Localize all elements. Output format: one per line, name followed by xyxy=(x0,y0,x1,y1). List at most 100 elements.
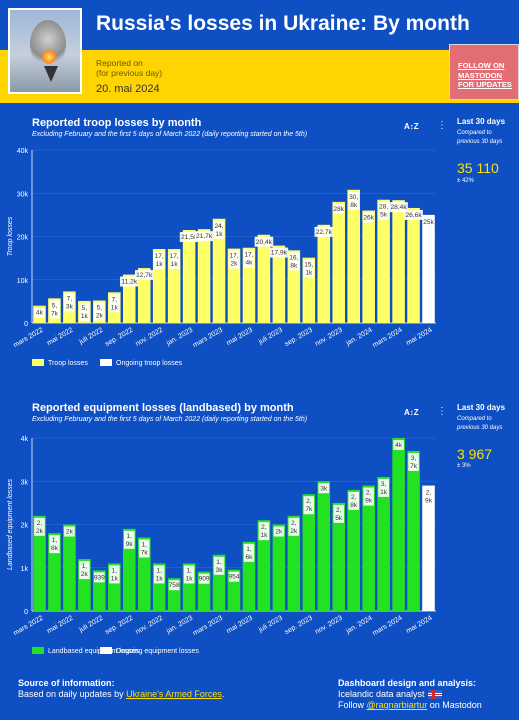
equipment-x-tick: nov. 2022 xyxy=(135,615,165,636)
equipment-x-tick: juli 2023 xyxy=(257,615,284,635)
equipment-bar[interactable] xyxy=(392,438,405,611)
equipment-bar[interactable] xyxy=(63,524,76,612)
troop-x-tick: mai 2022 xyxy=(46,327,75,348)
equipment-bar[interactable] xyxy=(122,528,136,611)
troop-bar[interactable] xyxy=(272,245,286,323)
source-link[interactable]: Ukraine's Armed Forces xyxy=(126,689,222,699)
troop-bar[interactable] xyxy=(362,210,375,323)
troop-chart-subtitle: Excluding February and the first 5 days … xyxy=(32,131,308,138)
equipment-x-tick: sep. 2022 xyxy=(104,615,134,636)
equipment-bar[interactable] xyxy=(407,450,420,611)
troop-bar[interactable] xyxy=(317,224,331,323)
equipment-data-label: 1, 2k xyxy=(81,563,89,578)
troop-data-label: 16, 8k xyxy=(289,254,298,269)
troop-data-label: 28,4k xyxy=(391,204,408,211)
troop-y-tick: 10k xyxy=(17,278,29,285)
equipment-bar[interactable] xyxy=(272,524,286,612)
equipment-data-label: 1, 8k xyxy=(51,537,59,552)
troop-data-label-bg xyxy=(333,203,345,214)
troop-x-tick: mars 2023 xyxy=(192,327,224,350)
burning-aircraft-photo xyxy=(8,8,82,94)
equipment-data-label: 4k xyxy=(395,442,403,449)
follow-text: Follow xyxy=(338,700,365,710)
mastodon-handle-link[interactable]: @ragnarbiartur xyxy=(366,700,428,710)
troop-side-change: ± 42% xyxy=(457,178,474,184)
equipment-bar[interactable] xyxy=(362,485,375,611)
troop-y-tick: 0 xyxy=(24,321,28,328)
equipment-bar[interactable] xyxy=(33,515,46,611)
equipment-data-label-bg xyxy=(333,504,345,523)
troop-data-label-bg xyxy=(194,231,214,242)
troop-bar[interactable] xyxy=(332,201,346,323)
sort-az-icon[interactable]: A↕Z xyxy=(404,408,419,417)
more-options-icon[interactable]: ⋮ xyxy=(437,120,447,131)
troop-data-label-bg xyxy=(213,220,225,239)
troop-bar[interactable] xyxy=(212,218,226,323)
equipment-y-label: Landbased equipment losses xyxy=(7,478,14,570)
equipment-legend-label: Ongoing equipment losses xyxy=(116,648,199,655)
troop-x-tick: sep. 2022 xyxy=(104,327,134,348)
equipment-y-tick: 0 xyxy=(24,609,28,616)
troop-data-label-bg xyxy=(423,216,434,227)
troop-data-label: 17,9k xyxy=(271,250,288,257)
troop-legend-label: Troop losses xyxy=(48,360,88,367)
troop-x-tick: mars 2024 xyxy=(371,327,403,350)
equipment-y-tick: 4k xyxy=(21,436,29,443)
troop-x-tick: mai 2024 xyxy=(405,327,434,348)
troop-x-tick: mars 2022 xyxy=(12,327,44,350)
reported-line-2: (for previous day) xyxy=(96,68,163,78)
equipment-data-label: 3, 1k xyxy=(380,481,388,496)
equipment-data-label: 909 xyxy=(199,576,210,583)
equipment-bar[interactable] xyxy=(422,485,435,611)
troop-data-label-bg xyxy=(243,249,255,268)
troop-data-label-bg xyxy=(109,294,120,313)
troop-data-label-bg xyxy=(153,251,165,270)
troop-data-label: 17, 2k xyxy=(229,253,238,268)
troop-data-label: 26,6k xyxy=(405,212,422,219)
design-title: Dashboard design and analysis: xyxy=(338,678,477,688)
equipment-data-label: 1, 7k xyxy=(141,541,149,556)
equipment-x-tick: nov. 2023 xyxy=(314,615,344,636)
troop-bar[interactable] xyxy=(137,268,151,323)
equipment-y-tick: 3k xyxy=(21,479,29,486)
equipment-data-label: 2, 9k xyxy=(365,490,373,505)
equipment-data-label: 1, 1k xyxy=(186,567,194,582)
equipment-data-label: 2, 1k xyxy=(260,524,268,539)
troop-bar[interactable] xyxy=(182,230,196,323)
equipment-data-label-bg xyxy=(123,530,135,549)
equipment-bar[interactable] xyxy=(257,520,271,611)
aircraft-shape xyxy=(44,66,58,82)
equipment-bar[interactable] xyxy=(287,515,301,611)
troop-legend-swatch xyxy=(32,359,44,366)
follow-mastodon-button[interactable]: FOLLOW ON MASTODON FOR UPDATES xyxy=(449,44,519,100)
equipment-bar[interactable] xyxy=(347,489,360,611)
troop-bar[interactable] xyxy=(422,214,435,323)
troop-bar[interactable] xyxy=(122,274,136,323)
troop-bar[interactable] xyxy=(257,234,271,323)
equipment-data-label-bg xyxy=(183,565,195,584)
troop-bar[interactable] xyxy=(407,207,420,323)
equipment-side-value: 3 967 xyxy=(457,446,493,462)
more-options-icon[interactable]: ⋮ xyxy=(437,406,447,417)
equipment-data-label-bg xyxy=(318,483,330,494)
equipment-data-label: 2, 2k xyxy=(36,520,44,535)
equipment-data-label-bg xyxy=(109,565,120,584)
troop-bar[interactable] xyxy=(347,189,360,323)
equipment-x-tick: juli 2022 xyxy=(77,615,104,635)
troop-data-label-bg xyxy=(314,226,334,237)
equipment-bar[interactable] xyxy=(317,481,331,611)
troop-bar[interactable] xyxy=(197,229,211,323)
troop-data-label-bg xyxy=(389,202,408,213)
equipment-data-label-bg xyxy=(79,561,90,580)
equipment-bar[interactable] xyxy=(332,502,346,611)
troop-side-sub-1: Compared to xyxy=(457,130,492,136)
equipment-data-label-bg xyxy=(363,487,374,506)
header-banner xyxy=(0,0,519,103)
equipment-bar[interactable] xyxy=(302,494,316,611)
sort-az-icon[interactable]: A↕Z xyxy=(404,122,419,131)
troop-bar[interactable] xyxy=(392,200,405,323)
troop-bar[interactable] xyxy=(377,199,390,323)
equipment-losses-chart: 0 1k 2k 3k 4k Landbased equipment losses 2, 2k 1… xyxy=(7,436,436,655)
equipment-bar[interactable] xyxy=(377,476,390,611)
troop-data-label-bg xyxy=(49,300,60,319)
